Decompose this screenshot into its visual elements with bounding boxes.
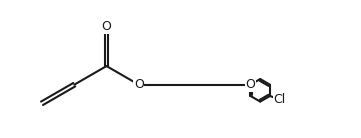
Text: O: O xyxy=(134,78,144,91)
Text: O: O xyxy=(245,78,256,91)
Text: Cl: Cl xyxy=(274,93,286,106)
Text: O: O xyxy=(101,20,112,33)
